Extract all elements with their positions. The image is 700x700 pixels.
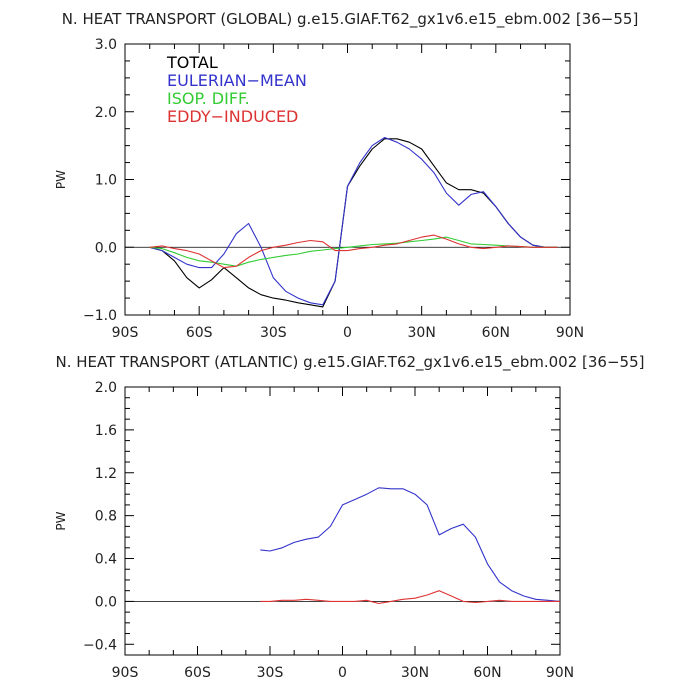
x-tick-label: 90N <box>546 665 574 681</box>
series-line-total <box>149 138 558 308</box>
series-line-series-0 <box>260 487 561 602</box>
x-tick-label: 90N <box>556 325 584 341</box>
series-line-eulerian-mean <box>149 136 558 306</box>
x-tick-label: 0 <box>338 665 347 681</box>
y-tick-label: 3.0 <box>95 37 117 53</box>
y-tick-label: 0.4 <box>95 552 117 568</box>
y-tick-label: 1.6 <box>95 423 117 439</box>
y-tick-label: 2.0 <box>95 105 117 121</box>
series-line-eddy-induced <box>149 234 558 269</box>
x-tick-label: 30N <box>401 665 429 681</box>
x-tick-label: 60S <box>186 325 213 341</box>
y-tick-label: 1.0 <box>95 173 117 189</box>
global-heat-transport-chart: N. HEAT TRANSPORT (GLOBAL) g.e15.GIAF.T6… <box>54 10 638 341</box>
y-tick-label: 1.2 <box>95 466 117 482</box>
x-tick-label: 0 <box>343 325 352 341</box>
y-tick-label: −1.0 <box>83 308 117 324</box>
y-tick-label: 0.0 <box>95 594 117 610</box>
legend-entry: EDDY−INDUCED <box>167 107 298 126</box>
y-tick-label: 0.8 <box>95 509 117 525</box>
atlantic-heat-transport-chart: N. HEAT TRANSPORT (ATLANTIC) g.e15.GIAF.… <box>54 353 644 681</box>
chart-title: N. HEAT TRANSPORT (GLOBAL) g.e15.GIAF.T6… <box>62 10 639 29</box>
x-tick-label: 90S <box>112 325 139 341</box>
y-tick-label: −0.4 <box>83 637 117 653</box>
y-tick-label: 2.0 <box>95 380 117 396</box>
legend-entry: TOTAL <box>166 53 218 72</box>
chart-title: N. HEAT TRANSPORT (ATLANTIC) g.e15.GIAF.… <box>56 353 645 372</box>
x-tick-label: 90S <box>112 665 139 681</box>
x-tick-label: 60N <box>473 665 501 681</box>
y-axis-label: PW <box>54 170 68 189</box>
legend-entry: ISOP. DIFF. <box>167 89 250 108</box>
y-axis-label: PW <box>54 511 68 530</box>
plot-frame <box>124 386 561 656</box>
series-line-series-1 <box>260 590 560 605</box>
legend-entry: EULERIAN−MEAN <box>167 71 307 90</box>
x-tick-label: 30S <box>260 325 287 341</box>
x-tick-label: 30N <box>408 325 436 341</box>
y-tick-label: 0.0 <box>95 240 117 256</box>
x-tick-label: 60N <box>482 325 510 341</box>
x-tick-label: 30S <box>257 665 284 681</box>
series-line-isop-diff <box>149 236 558 267</box>
x-tick-label: 60S <box>184 665 211 681</box>
